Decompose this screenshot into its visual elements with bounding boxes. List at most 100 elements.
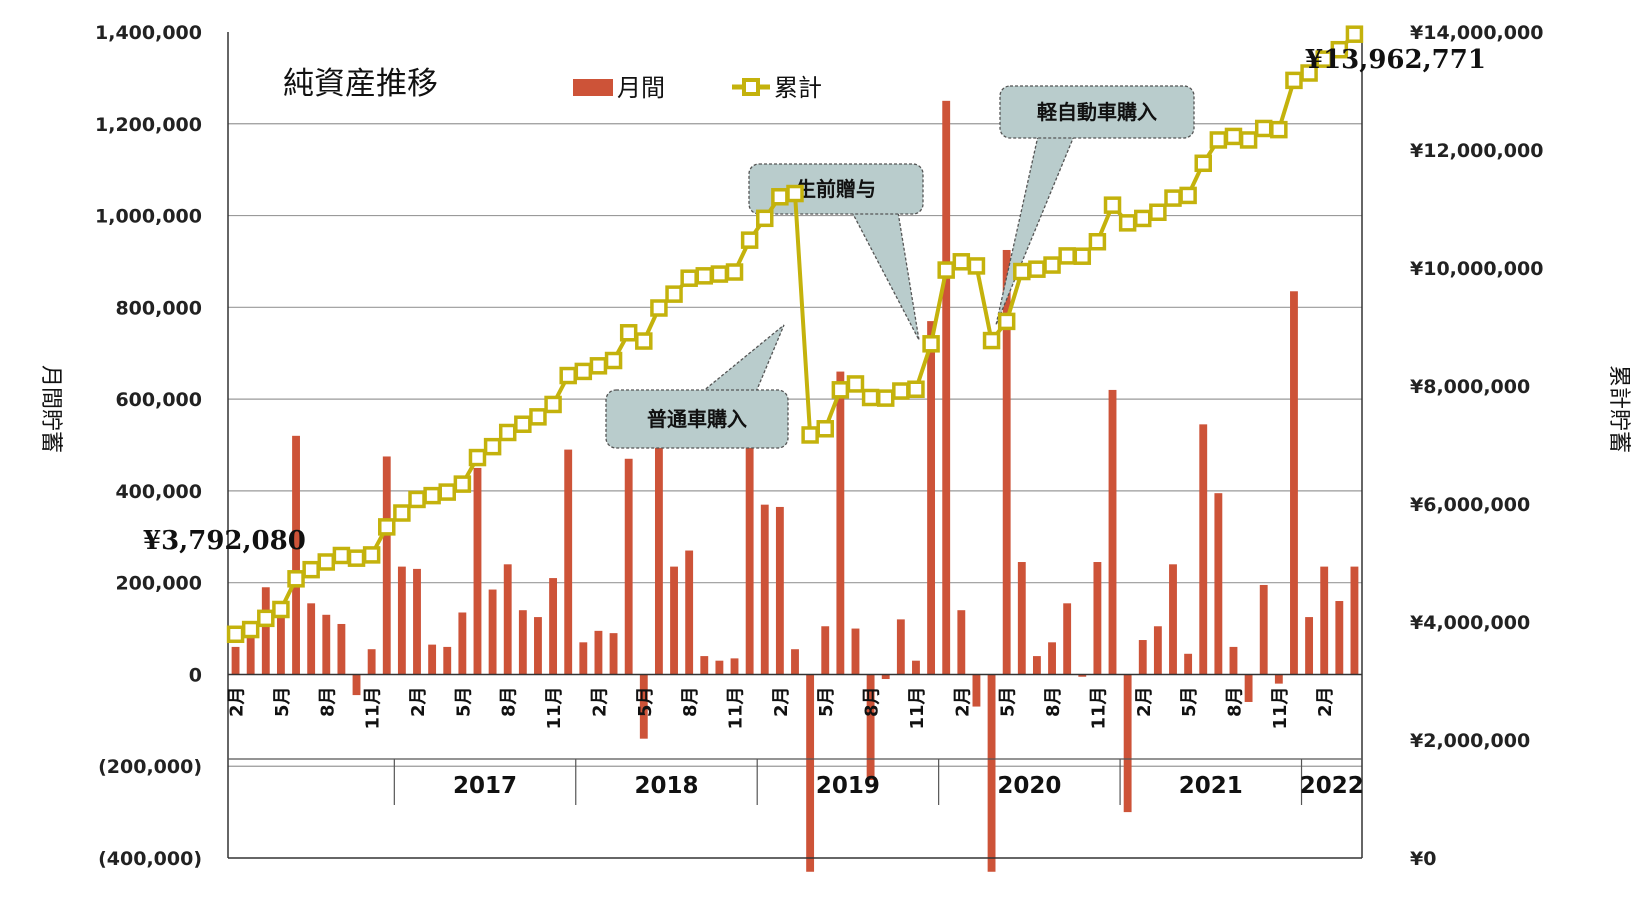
callout-ordinary-car-pointer (700, 324, 785, 393)
bar-monthly (639, 674, 648, 739)
cumulative-marker (438, 483, 456, 501)
bar-monthly (1259, 584, 1268, 675)
callout-ordinary-car-text: 普通車購入 (647, 407, 747, 431)
bar-monthly (1123, 674, 1132, 813)
right-axis-tick-label: ¥12,000,000 (1410, 140, 1543, 162)
x-month-label: 11月 (363, 686, 384, 729)
cumulative-marker (514, 415, 532, 433)
cumulative-marker (1028, 260, 1046, 278)
cumulative-marker (786, 184, 804, 203)
line-series-cumulative (226, 25, 1364, 644)
cumulative-marker (574, 362, 593, 381)
bar-monthly (1244, 674, 1253, 702)
cumulative-marker (1224, 127, 1243, 146)
cumulative-marker (1254, 119, 1273, 138)
cumulative-marker (680, 269, 698, 287)
bar-monthly (1335, 601, 1344, 675)
end-value-label: ¥13,962,771 (1305, 45, 1486, 75)
bar-monthly (730, 658, 739, 675)
bar-monthly (1032, 656, 1041, 675)
left-axis-ticks: (400,000) (200,000) 0 200,000 400,000 600,000… (95, 22, 202, 870)
bar-monthly (896, 619, 905, 675)
cumulative-marker (529, 408, 547, 426)
left-axis-tick-label: 1,200,000 (95, 114, 202, 136)
x-month-label: 8月 (499, 686, 520, 717)
bar-monthly (1350, 566, 1359, 675)
bar-monthly (821, 626, 830, 675)
cumulative-marker (861, 388, 880, 407)
bar-monthly (881, 674, 890, 680)
bar-monthly (1063, 603, 1072, 675)
x-month-label: 2月 (227, 686, 248, 717)
x-month-label: 8月 (1224, 686, 1245, 717)
right-axis-tick-label: ¥10,000,000 (1410, 258, 1543, 280)
axes (227, 32, 1363, 859)
bar-monthly (397, 566, 406, 675)
cumulative-marker (257, 609, 275, 628)
bar-monthly (987, 674, 996, 872)
cumulative-marker (378, 518, 396, 536)
left-axis-tick-label: 1,400,000 (95, 22, 202, 44)
right-axis-tick-label: ¥14,000,000 (1410, 22, 1543, 44)
cumulative-marker (544, 395, 562, 414)
legend-swatch-marker (742, 78, 760, 96)
cumulative-marker (892, 382, 910, 400)
x-year-label: 2020 (997, 773, 1061, 799)
cumulative-marker (1179, 186, 1197, 205)
callout-kei-car-box (999, 85, 1195, 139)
left-axis-tick-label: 800,000 (115, 297, 202, 319)
x-month-label: 8月 (317, 686, 338, 717)
cumulative-marker (997, 312, 1016, 331)
cumulative-marker (982, 331, 1001, 350)
x-month-label: 2月 (1315, 686, 1336, 717)
x-month-label: 2月 (952, 686, 973, 717)
cumulative-marker (483, 437, 502, 456)
cumulative-marker (710, 265, 729, 283)
bar-monthly (428, 644, 437, 675)
bar-monthly (1184, 653, 1193, 675)
bar-monthly (912, 660, 920, 675)
bar-monthly (1290, 291, 1298, 675)
bar-monthly (458, 612, 467, 675)
cumulative-marker (226, 625, 245, 644)
left-axis-title: 月間貯蓄 (38, 365, 63, 453)
x-month-label: 11月 (544, 686, 565, 729)
x-month-label: 8月 (862, 686, 883, 717)
cumulative-marker (695, 267, 714, 285)
left-axis-tick-label: 600,000 (115, 389, 202, 411)
x-month-label: 5月 (272, 686, 293, 717)
bar-monthly (624, 458, 633, 675)
bar-monthly (1048, 642, 1056, 675)
x-month-label: 2月 (408, 686, 429, 717)
bar-monthly (957, 610, 966, 675)
cumulative-marker (1345, 25, 1364, 43)
x-month-label: 11月 (726, 686, 747, 729)
bar-monthly (473, 467, 482, 675)
cumulative-marker (967, 257, 986, 275)
legend-swatch-monthly (573, 79, 613, 96)
bar-monthly (760, 504, 769, 675)
x-month-label: 2月 (1134, 686, 1155, 717)
bar-monthly (594, 630, 603, 675)
right-axis-tick-label: ¥0 (1410, 848, 1436, 870)
bar-monthly (549, 578, 558, 675)
cumulative-marker (1164, 189, 1182, 207)
bar-monthly (715, 660, 724, 675)
cumulative-marker (408, 490, 426, 509)
cumulative-marker (347, 549, 366, 567)
bar-monthly (261, 587, 270, 675)
cumulative-marker (922, 335, 940, 353)
x-month-label: 11月 (1088, 686, 1109, 729)
bar-monthly (443, 646, 452, 675)
bar-monthly (1153, 626, 1162, 675)
bar-monthly (791, 649, 799, 675)
x-year-label: 2017 (453, 773, 517, 799)
x-month-label: 11月 (907, 686, 928, 729)
bar-monthly (367, 649, 376, 675)
cumulative-marker (952, 253, 971, 271)
bar-monthly (851, 628, 860, 675)
bar-monthly (534, 617, 542, 675)
bar-monthly (1214, 493, 1223, 675)
start-value-label: ¥3,792,080 (143, 526, 306, 556)
right-axis-tick-label: ¥4,000,000 (1410, 612, 1530, 634)
